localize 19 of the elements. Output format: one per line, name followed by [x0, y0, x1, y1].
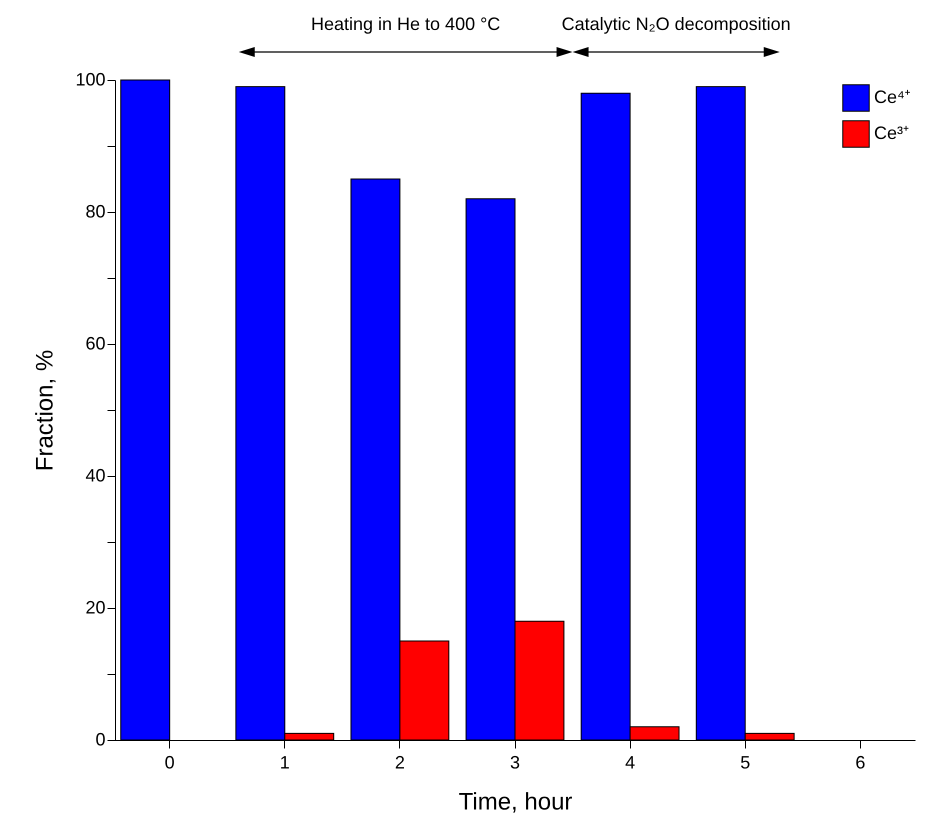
x-tick-label: 0 [164, 752, 175, 772]
y-tick-label: 80 [85, 202, 106, 222]
y-tick-label: 60 [85, 334, 106, 354]
x-tick-label: 4 [625, 752, 636, 772]
legend-label: Ce³⁺ [874, 123, 910, 143]
x-tick-label: 3 [510, 752, 520, 772]
x-tick-label: 6 [855, 752, 866, 772]
text: Catalytic N₂O decomposition [562, 14, 791, 34]
x-tick-label: 1 [280, 752, 290, 772]
x-axis-title: Time, hour [458, 788, 572, 816]
legend-label: Ce⁴⁺ [874, 87, 911, 107]
text: Heating in He to 400 °C [310, 14, 500, 34]
x-tick-label: 2 [394, 752, 405, 772]
y-tick-label: 0 [95, 730, 106, 750]
y-tick-label: 40 [85, 466, 106, 486]
y-tick-label: 100 [75, 70, 106, 90]
y-axis-title: Fraction, % [31, 350, 58, 472]
x-tick-label: 5 [740, 752, 750, 772]
y-tick-label: 20 [85, 598, 106, 618]
